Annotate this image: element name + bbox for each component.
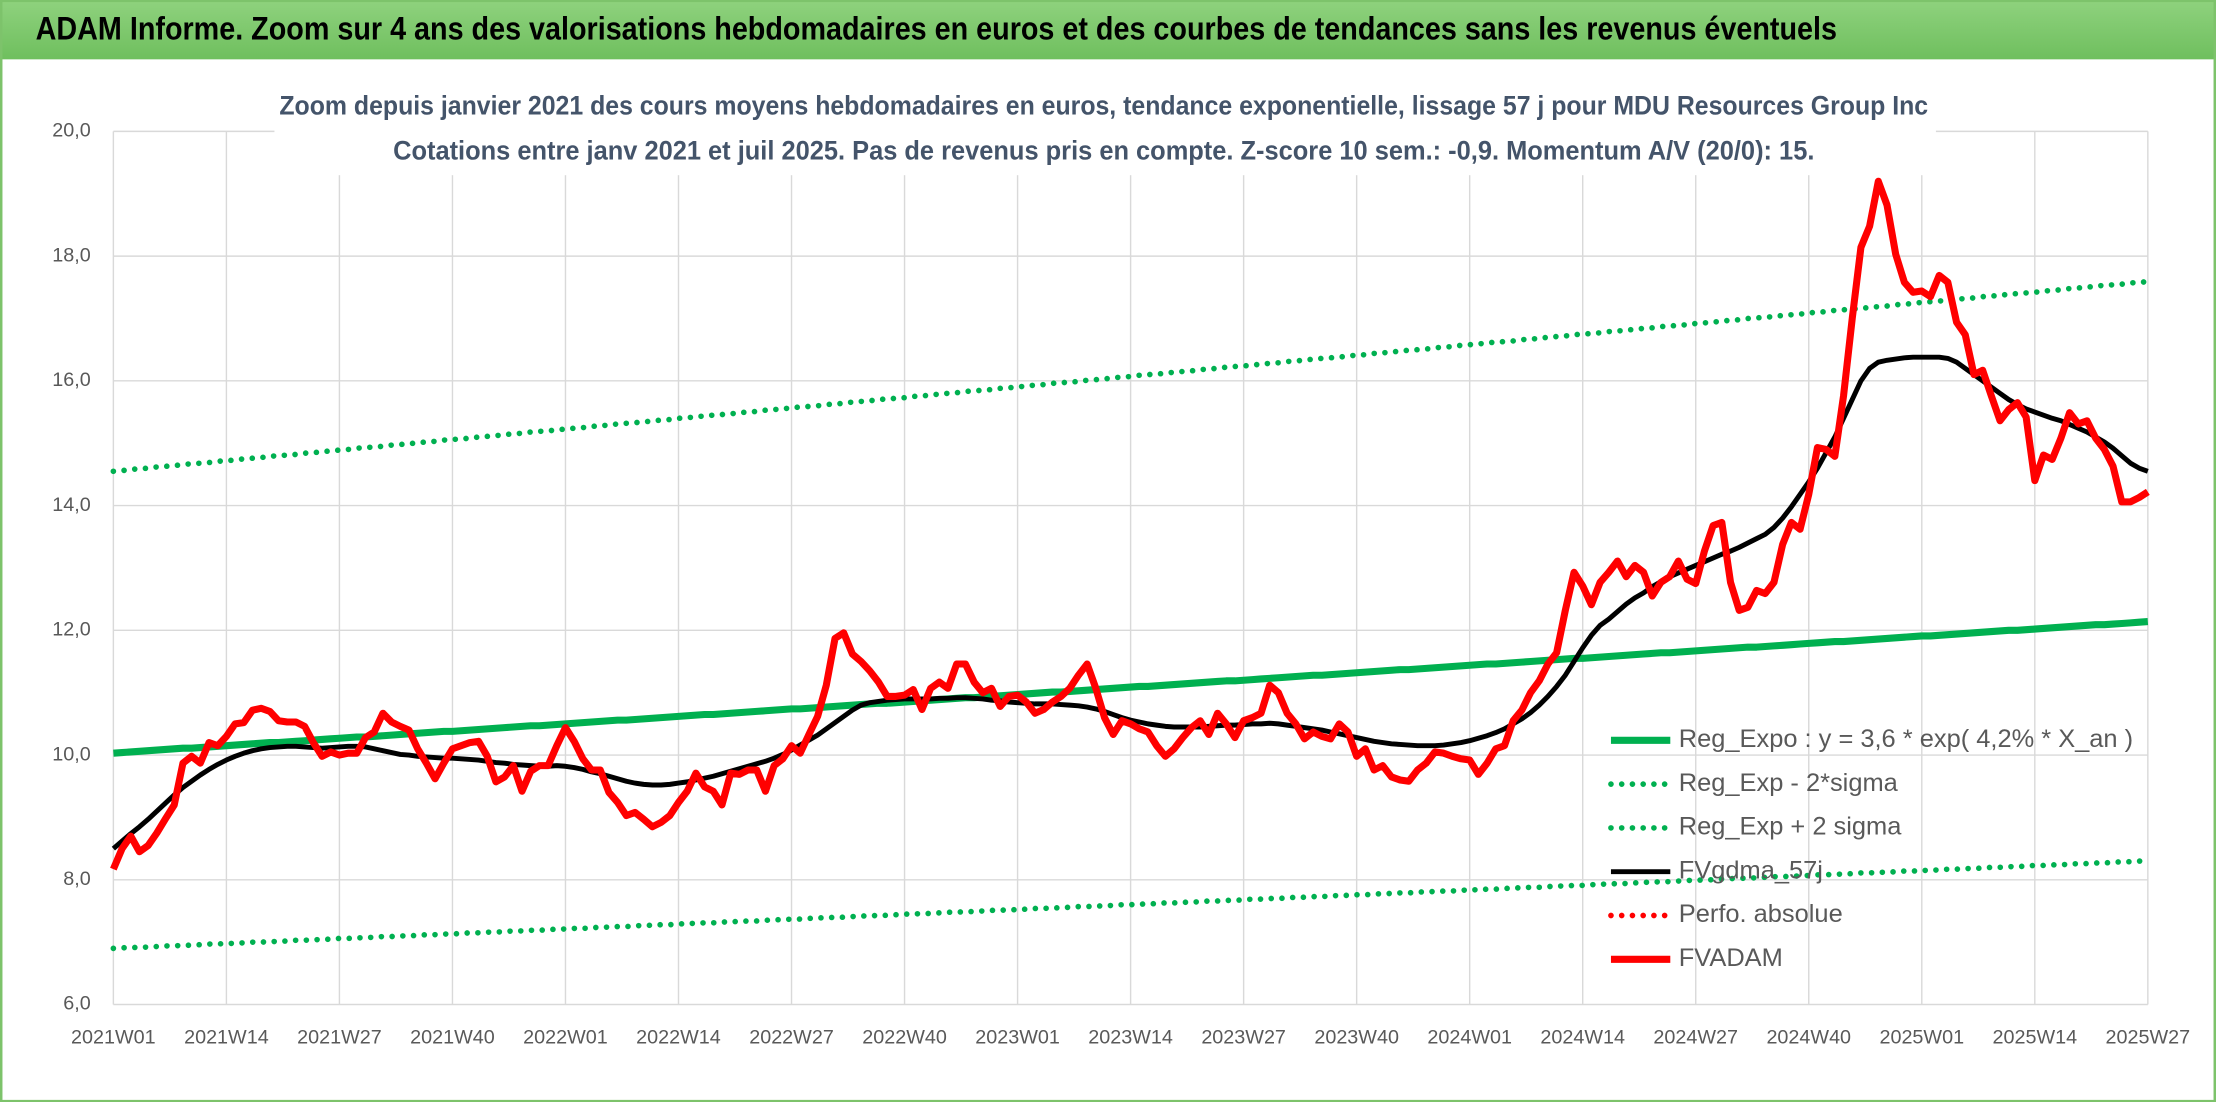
x-tick-label: 2022W40 — [862, 1027, 947, 1049]
banner-title: ADAM Informe. Zoom sur 4 ans des valoris… — [36, 11, 1837, 47]
series-line — [110, 278, 2151, 475]
y-tick-label: 12,0 — [52, 619, 90, 641]
legend-label: Reg_Exp + 2 sigma — [1679, 813, 1902, 841]
legend-label: FVADAM — [1679, 944, 1783, 972]
series-line — [110, 177, 2150, 871]
series-line — [113, 618, 2149, 757]
y-tick-label: 10,0 — [52, 743, 90, 765]
y-tick-label: 16,0 — [52, 369, 90, 391]
title-box — [274, 84, 1936, 176]
x-tick-label: 2021W14 — [184, 1027, 269, 1049]
legend-label: Reg_Exp - 2*sigma — [1679, 769, 1899, 797]
x-tick-label: 2024W01 — [1427, 1027, 1512, 1049]
y-tick-label: 20,0 — [52, 120, 90, 142]
legend-label: Perfo. absolue — [1679, 900, 1843, 928]
x-tick-label: 2023W27 — [1201, 1027, 1286, 1049]
y-tick-label: 14,0 — [52, 494, 90, 516]
x-tick-label: 2021W40 — [410, 1027, 495, 1049]
x-tick-label: 2022W14 — [636, 1027, 721, 1049]
x-tick-label: 2022W01 — [523, 1027, 608, 1049]
x-tick-label: 2023W01 — [975, 1027, 1060, 1049]
x-tick-label: 2025W01 — [1879, 1027, 1964, 1049]
chart-title: Zoom depuis janvier 2021 des cours moyen… — [279, 90, 1928, 120]
x-tick-label: 2023W14 — [1088, 1027, 1173, 1049]
x-tick-label: 2021W27 — [297, 1027, 382, 1049]
x-tick-label: 2021W01 — [71, 1027, 156, 1049]
x-tick-label: 2024W14 — [1540, 1027, 1625, 1049]
x-tick-label: 2025W27 — [2106, 1027, 2191, 1049]
legend-label: Reg_Expo : y = 3,6 * exp( 4,2% * X_an ) — [1679, 725, 2133, 753]
series-line — [110, 858, 2151, 952]
chart-subtitle: Cotations entre janv 2021 et juil 2025. … — [393, 136, 1814, 166]
y-tick-label: 8,0 — [63, 868, 90, 890]
y-tick-label: 18,0 — [52, 244, 90, 266]
x-tick-label: 2024W27 — [1653, 1027, 1738, 1049]
y-tick-label: 6,0 — [63, 993, 90, 1015]
x-tick-label: 2022W27 — [749, 1027, 834, 1049]
x-tick-label: 2024W40 — [1766, 1027, 1851, 1049]
x-tick-label: 2023W40 — [1314, 1027, 1399, 1049]
banner — [0, 0, 2216, 60]
legend-label: FVgdma_57j — [1679, 856, 1823, 884]
x-tick-label: 2025W14 — [1992, 1027, 2077, 1049]
